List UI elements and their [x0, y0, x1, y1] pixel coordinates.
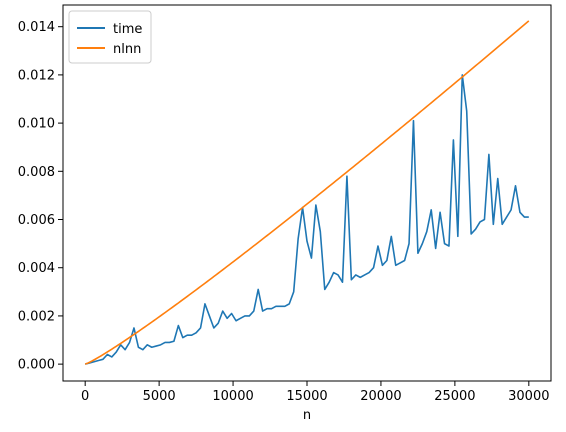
series-nlnn-line	[84, 20, 530, 365]
x-tick-label: 5000	[143, 389, 176, 404]
x-tick-label: 30000	[508, 389, 549, 404]
series-layer	[84, 20, 530, 365]
y-tick-label: 0.006	[18, 213, 55, 228]
y-tick-label: 0.014	[18, 20, 55, 35]
x-tick-label: 15000	[286, 389, 327, 404]
x-tick-label: 20000	[360, 389, 401, 404]
legend-box	[68, 10, 152, 64]
y-tick-label: 0.012	[18, 68, 55, 83]
legend-nlnn-label: nlnn	[113, 42, 141, 57]
legend-time-label: time	[113, 22, 142, 37]
legend: time nlnn	[68, 10, 152, 64]
y-tick-label: 0.004	[18, 261, 55, 276]
y-tick-label: 0.002	[18, 309, 55, 324]
x-tick-label: 0	[81, 389, 89, 404]
y-axis: 0.000 0.002 0.004 0.006 0.008 0.010 0.012 0.014	[18, 20, 63, 373]
x-tick-label: 10000	[212, 389, 253, 404]
y-tick-label: 0.000	[18, 358, 55, 373]
series-time-line	[84, 74, 529, 365]
x-axis-label: n	[303, 408, 311, 423]
y-tick-label: 0.010	[18, 117, 55, 132]
x-tick-label: 25000	[434, 389, 475, 404]
x-axis: 0 5000 10000 15000 20000 25000 30000	[81, 381, 549, 404]
y-tick-label: 0.008	[18, 165, 55, 180]
